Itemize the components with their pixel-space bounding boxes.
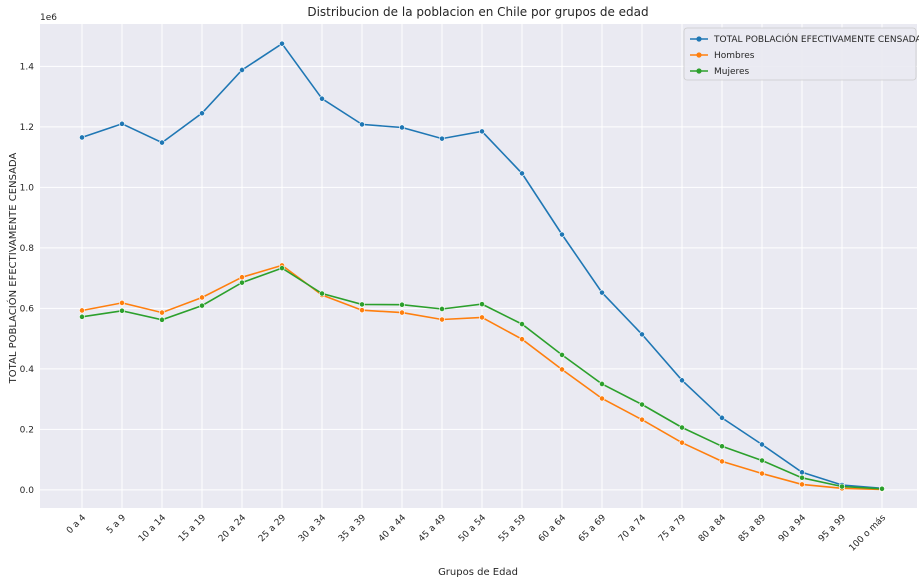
data-point — [479, 128, 485, 135]
data-point — [759, 441, 765, 448]
data-point — [719, 458, 725, 465]
legend-marker — [696, 36, 702, 42]
data-point — [679, 377, 685, 384]
data-point — [199, 110, 205, 117]
data-point — [119, 300, 125, 306]
y-tick-label: 1.2 — [20, 123, 34, 133]
y-tick-label: 1.4 — [20, 62, 35, 72]
data-point — [599, 381, 605, 387]
data-point — [799, 474, 805, 481]
series-points — [79, 40, 885, 493]
data-point — [759, 470, 765, 477]
data-point — [719, 414, 725, 421]
data-point — [399, 301, 405, 308]
data-point — [439, 306, 445, 312]
legend-marker — [696, 52, 702, 58]
data-point — [359, 301, 365, 308]
data-point — [79, 313, 85, 320]
plot-area — [40, 24, 917, 508]
y-tick-label: 0.6 — [20, 304, 35, 314]
data-point — [439, 135, 445, 142]
data-point — [839, 483, 845, 490]
y-axis-label: TOTAL POBLACIÓN EFECTIVAMENTE CENSADA — [6, 153, 19, 385]
data-point — [79, 134, 85, 141]
data-point — [239, 274, 245, 281]
legend-marker — [696, 68, 702, 74]
y-tick-label: 0.8 — [20, 244, 35, 254]
y-tick-label: 0.2 — [20, 425, 34, 435]
data-point — [319, 290, 325, 297]
legend-entry: TOTAL POBLACIÓN EFECTIVAMENTE CENSADA — [713, 33, 919, 45]
data-point — [519, 170, 525, 177]
data-point — [239, 279, 245, 286]
data-point — [679, 424, 685, 431]
data-point — [399, 309, 405, 316]
data-point — [639, 416, 645, 423]
data-point — [119, 307, 125, 314]
data-point — [479, 301, 485, 308]
y-tick-label: 0.0 — [20, 486, 35, 496]
data-point — [879, 485, 885, 492]
y-scale-label: 1e6 — [40, 13, 57, 23]
y-tick-label: 1.0 — [20, 183, 35, 193]
y-ticks: 0.0 0.2 0.4 0.6 0.8 1.0 1.2 1.4 — [20, 62, 35, 496]
data-point — [319, 95, 325, 102]
legend: TOTAL POBLACIÓN EFECTIVAMENTE CENSADA Hom… — [683, 27, 919, 81]
data-point — [359, 121, 365, 128]
data-point — [559, 366, 565, 373]
data-point — [759, 457, 765, 464]
data-point — [679, 439, 685, 446]
x-axis-label: Grupos de Edad — [438, 567, 518, 578]
data-point — [199, 294, 205, 301]
data-point — [519, 321, 525, 327]
legend-entry: Mujeres — [714, 67, 750, 77]
legend-entry: Hombres — [714, 51, 755, 61]
data-point — [279, 40, 285, 47]
data-point — [159, 139, 165, 146]
data-point — [799, 481, 805, 488]
data-point — [599, 289, 605, 296]
legend-box — [683, 27, 917, 81]
data-point — [599, 395, 605, 402]
data-point — [79, 307, 85, 314]
data-point — [639, 331, 645, 338]
data-point — [279, 265, 285, 272]
data-point — [519, 336, 525, 343]
grid — [40, 24, 917, 508]
y-tick-label: 0.4 — [20, 365, 35, 375]
data-point — [159, 316, 165, 323]
data-point — [479, 314, 485, 321]
data-point — [719, 443, 725, 450]
data-point — [799, 469, 805, 476]
data-point — [559, 231, 565, 238]
data-point — [359, 307, 365, 314]
data-point — [159, 309, 165, 316]
data-point — [439, 316, 445, 323]
data-point — [399, 124, 405, 131]
data-point — [119, 120, 125, 127]
chart-title: Distribucion de la poblacion en Chile po… — [307, 5, 648, 19]
data-point — [239, 67, 245, 73]
data-point — [199, 302, 205, 309]
data-point — [639, 401, 645, 408]
data-point — [559, 352, 565, 358]
